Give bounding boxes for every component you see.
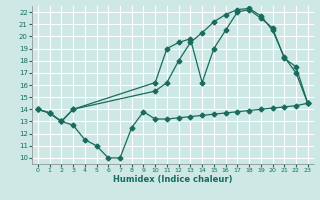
X-axis label: Humidex (Indice chaleur): Humidex (Indice chaleur)	[113, 175, 233, 184]
